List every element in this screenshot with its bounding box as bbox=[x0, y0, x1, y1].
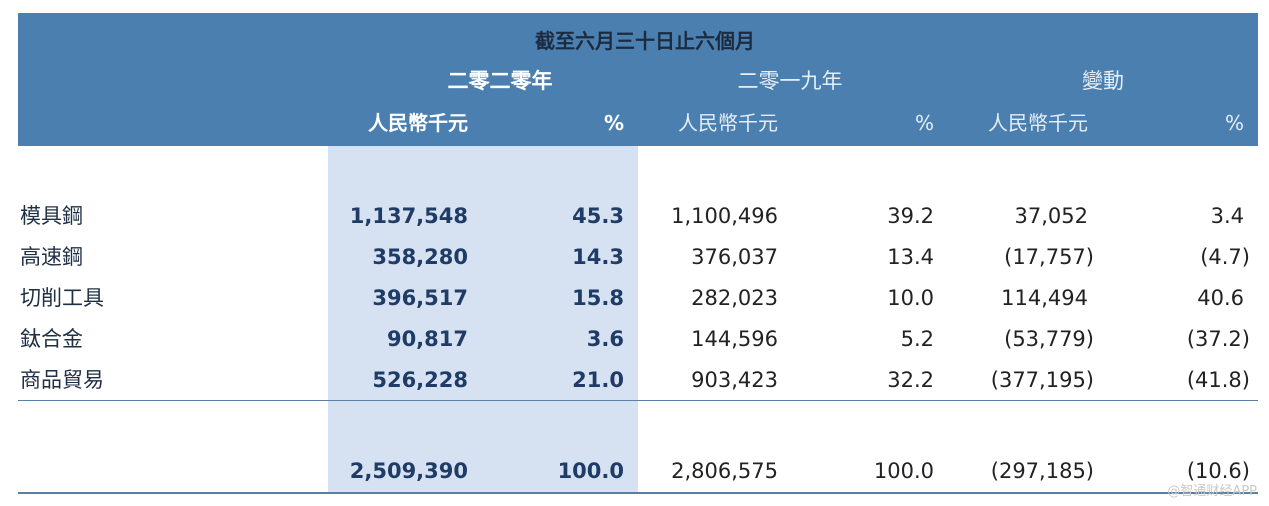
total-change-pct: (10.6) bbox=[1186, 459, 1250, 483]
unit-pct-2019: % bbox=[914, 111, 934, 135]
cell-2019-pct: 32.2 bbox=[887, 368, 934, 392]
row-label-high-speed-steel: 高速鋼 bbox=[20, 245, 83, 269]
cell-2020-value: 358,280 bbox=[372, 245, 468, 269]
cell-2019-value: 144,596 bbox=[691, 327, 778, 351]
cell-2020-pct: 14.3 bbox=[572, 245, 624, 269]
cell-change-pct: 3.4 bbox=[1210, 204, 1244, 228]
cell-change-value: (377,195) bbox=[990, 368, 1094, 392]
cell-change-value: (53,779) bbox=[1004, 327, 1094, 351]
unit-rmb-change: 人民幣千元 bbox=[988, 111, 1088, 135]
bottom-double-rule bbox=[18, 492, 1258, 494]
total-2020-value: 2,509,390 bbox=[349, 459, 468, 483]
year-2019-heading: 二零一九年 bbox=[737, 69, 843, 93]
cell-change-pct: (37.2) bbox=[1186, 327, 1250, 351]
watermark: @智通财经APP bbox=[1167, 484, 1257, 499]
cell-2020-pct: 21.0 bbox=[572, 368, 624, 392]
cell-2020-value: 1,137,548 bbox=[349, 204, 468, 228]
cell-2019-pct: 39.2 bbox=[887, 204, 934, 228]
row-label-mould-steel: 模具鋼 bbox=[20, 204, 83, 228]
change-heading: 變動 bbox=[1082, 69, 1124, 93]
cell-change-pct: 40.6 bbox=[1197, 286, 1244, 310]
divider-rule bbox=[18, 400, 1258, 401]
cell-2020-value: 526,228 bbox=[372, 368, 468, 392]
row-label-trading: 商品貿易 bbox=[20, 368, 104, 392]
cell-change-value: (17,757) bbox=[1004, 245, 1094, 269]
total-change-value: (297,185) bbox=[990, 459, 1094, 483]
cell-2020-pct: 15.8 bbox=[572, 286, 624, 310]
cell-2019-value: 376,037 bbox=[691, 245, 778, 269]
unit-rmb-2019: 人民幣千元 bbox=[678, 111, 778, 135]
total-2020-pct: 100.0 bbox=[557, 459, 624, 483]
unit-pct-2020: % bbox=[603, 111, 624, 135]
unit-pct-change: % bbox=[1224, 111, 1244, 135]
cell-change-pct: (41.8) bbox=[1186, 368, 1250, 392]
table-header-band bbox=[18, 13, 1258, 146]
unit-rmb-2020: 人民幣千元 bbox=[368, 111, 468, 135]
cell-2020-value: 90,817 bbox=[386, 327, 468, 351]
cell-2019-value: 282,023 bbox=[691, 286, 778, 310]
highlight-column-2020 bbox=[328, 146, 638, 494]
total-2019-pct: 100.0 bbox=[873, 459, 934, 483]
cell-2019-value: 1,100,496 bbox=[671, 204, 778, 228]
period-heading: 截至六月三十日止六個月 bbox=[535, 29, 755, 53]
cell-2019-value: 903,423 bbox=[691, 368, 778, 392]
cell-change-value: 114,494 bbox=[1001, 286, 1088, 310]
cell-2020-pct: 3.6 bbox=[586, 327, 624, 351]
cell-change-value: 37,052 bbox=[1014, 204, 1088, 228]
cell-2020-value: 396,517 bbox=[372, 286, 468, 310]
row-label-titanium-alloy: 鈦合金 bbox=[20, 327, 83, 351]
cell-2019-pct: 10.0 bbox=[887, 286, 934, 310]
cell-2019-pct: 5.2 bbox=[900, 327, 934, 351]
total-2019-value: 2,806,575 bbox=[671, 459, 778, 483]
cell-2019-pct: 13.4 bbox=[887, 245, 934, 269]
row-label-cutting-tools: 切削工具 bbox=[20, 286, 104, 310]
cell-2020-pct: 45.3 bbox=[572, 204, 624, 228]
year-2020-heading: 二零二零年 bbox=[447, 69, 553, 93]
cell-change-pct: (4.7) bbox=[1200, 245, 1250, 269]
